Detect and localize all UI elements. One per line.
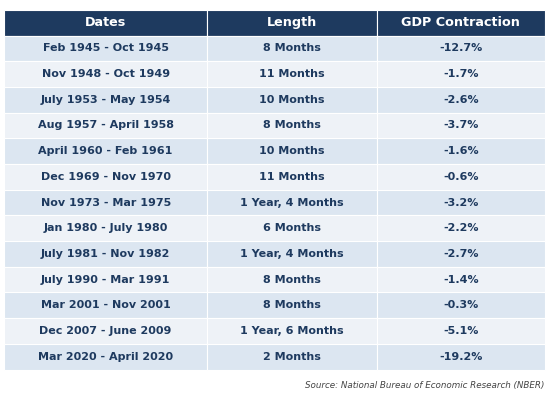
Bar [207,10,377,35]
Bar [4,241,207,267]
Bar [377,10,545,35]
Bar [207,113,377,138]
Bar [377,267,545,292]
Text: -0.3%: -0.3% [443,300,479,310]
Text: Aug 1957 - April 1958: Aug 1957 - April 1958 [38,121,173,130]
Bar [207,138,377,164]
Bar [377,292,545,318]
Bar [377,241,545,267]
Text: 8 Months: 8 Months [263,121,321,130]
Bar [207,190,377,216]
Text: 6 Months: 6 Months [263,223,321,233]
Bar [377,113,545,138]
Bar [207,344,377,370]
Text: Feb 1945 - Oct 1945: Feb 1945 - Oct 1945 [43,43,169,54]
Bar [207,216,377,241]
Bar [377,190,545,216]
Text: Mar 2020 - April 2020: Mar 2020 - April 2020 [38,352,173,362]
Text: -19.2%: -19.2% [439,352,483,362]
Text: Dec 1969 - Nov 1970: Dec 1969 - Nov 1970 [41,172,171,182]
Bar [377,138,545,164]
Bar [377,164,545,190]
Text: Dates: Dates [85,16,126,29]
Text: 2 Months: 2 Months [263,352,321,362]
Text: 8 Months: 8 Months [263,43,321,54]
Text: July 1953 - May 1954: July 1953 - May 1954 [41,95,171,105]
Bar [4,318,207,344]
Bar [4,344,207,370]
Text: Nov 1948 - Oct 1949: Nov 1948 - Oct 1949 [42,69,170,79]
Text: -12.7%: -12.7% [439,43,483,54]
Text: Mar 2001 - Nov 2001: Mar 2001 - Nov 2001 [41,300,171,310]
Bar [4,113,207,138]
Text: 1 Year, 4 Months: 1 Year, 4 Months [240,249,344,259]
Bar [207,61,377,87]
Text: Length: Length [267,16,317,29]
Text: -1.4%: -1.4% [443,275,479,284]
Text: 10 Months: 10 Months [259,95,325,105]
Text: -3.2%: -3.2% [443,197,479,208]
Bar [207,267,377,292]
Text: July 1981 - Nov 1982: July 1981 - Nov 1982 [41,249,170,259]
Bar [4,292,207,318]
Text: Nov 1973 - Mar 1975: Nov 1973 - Mar 1975 [41,197,171,208]
Text: 8 Months: 8 Months [263,300,321,310]
Text: -1.7%: -1.7% [443,69,479,79]
Bar [4,216,207,241]
Bar [4,267,207,292]
Bar [207,35,377,61]
Text: -2.2%: -2.2% [443,223,479,233]
Bar [377,216,545,241]
Bar [207,292,377,318]
Bar [207,164,377,190]
Bar [207,318,377,344]
Text: 1 Year, 4 Months: 1 Year, 4 Months [240,197,344,208]
Text: 11 Months: 11 Months [259,172,325,182]
Bar [4,87,207,113]
Bar [4,138,207,164]
Text: 11 Months: 11 Months [259,69,325,79]
Bar [4,164,207,190]
Text: Jan 1980 - July 1980: Jan 1980 - July 1980 [43,223,168,233]
Text: 10 Months: 10 Months [259,146,325,156]
Text: -1.6%: -1.6% [443,146,479,156]
Bar [4,10,207,35]
Bar [377,318,545,344]
Text: -2.7%: -2.7% [443,249,479,259]
Bar [4,61,207,87]
Bar [207,241,377,267]
Text: April 1960 - Feb 1961: April 1960 - Feb 1961 [38,146,173,156]
Bar [377,35,545,61]
Bar [207,87,377,113]
Bar [377,87,545,113]
Text: 1 Year, 6 Months: 1 Year, 6 Months [240,326,344,336]
Text: Dec 2007 - June 2009: Dec 2007 - June 2009 [40,326,172,336]
Bar [377,61,545,87]
Bar [4,35,207,61]
Text: GDP Contraction: GDP Contraction [401,16,520,29]
Text: -2.6%: -2.6% [443,95,479,105]
Text: 8 Months: 8 Months [263,275,321,284]
Text: -0.6%: -0.6% [443,172,479,182]
Text: July 1990 - Mar 1991: July 1990 - Mar 1991 [41,275,170,284]
Text: Source: National Bureau of Economic Research (NBER): Source: National Bureau of Economic Rese… [305,381,545,390]
Bar [4,190,207,216]
Text: -5.1%: -5.1% [443,326,479,336]
Text: -3.7%: -3.7% [443,121,479,130]
Bar [377,344,545,370]
